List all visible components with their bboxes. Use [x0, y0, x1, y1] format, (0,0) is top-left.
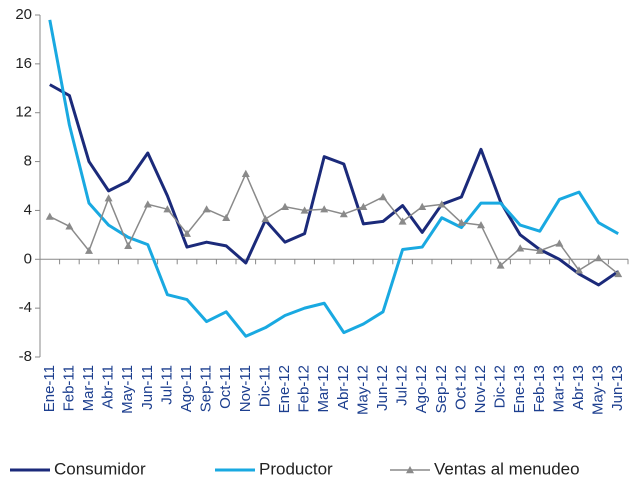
y-tick-label: 16 [15, 55, 32, 72]
point-marker [379, 192, 387, 201]
x-tick-label: Ene-11 [41, 365, 58, 412]
point-marker [65, 222, 74, 230]
point-marker [437, 200, 446, 208]
point-marker [300, 206, 309, 214]
y-tick-label: 12 [15, 104, 32, 121]
legend-marker [406, 466, 414, 474]
x-tick-label: Sep-12 [433, 365, 450, 413]
point-marker [202, 205, 211, 213]
x-tick-label: Jun-12 [374, 365, 391, 411]
point-marker [320, 205, 329, 213]
series-line [49, 83, 620, 287]
point-marker [241, 169, 250, 177]
point-marker [496, 261, 505, 269]
point-marker [281, 202, 289, 210]
point-marker [594, 254, 603, 262]
x-tick-label: Oct-12 [452, 365, 469, 410]
x-tick-label: Feb-11 [60, 365, 77, 411]
point-marker [124, 241, 133, 250]
x-tick-label: Ene-12 [276, 365, 293, 413]
x-tick-label: Dic-12 [492, 365, 509, 408]
point-marker [398, 217, 407, 225]
x-tick-label: Abr-11 [100, 365, 117, 409]
point-marker [163, 205, 172, 213]
point-marker [614, 269, 623, 278]
x-tick-label: May-12 [354, 365, 371, 415]
x-tick-label: Jul-11 [158, 365, 175, 405]
point-marker [261, 214, 270, 223]
x-tick-label: Ago-11 [178, 365, 195, 412]
x-tick-label: Mar-13 [550, 365, 567, 413]
series-line [49, 173, 619, 275]
point-marker [418, 202, 427, 210]
x-tick-label: Abr-12 [335, 365, 352, 410]
point-marker [555, 239, 564, 247]
x-tick-label: Jun-11 [139, 365, 156, 410]
x-tick-label: Nov-11 [237, 365, 254, 412]
y-tick-label: 20 [15, 6, 32, 23]
x-tick-label: Sep-11 [198, 365, 215, 412]
x-tick-label: Jun-13 [609, 365, 626, 411]
y-tick-label: -4 [19, 299, 32, 316]
point-marker [143, 200, 152, 208]
legend-label: Ventas al menudeo [434, 459, 580, 478]
x-tick-label: Nov-12 [472, 365, 489, 413]
x-tick-label: Abr-13 [570, 365, 587, 410]
point-marker [222, 213, 231, 221]
x-tick-label: Oct-11 [217, 365, 234, 409]
legend-label: Productor [259, 459, 333, 478]
x-tick-label: Ene-13 [511, 365, 528, 413]
point-marker [85, 246, 93, 254]
point-marker [575, 266, 583, 274]
x-tick-label: Jul-12 [394, 365, 411, 406]
series-line [48, 19, 619, 338]
x-tick-label: Mar-12 [315, 365, 332, 413]
legend-label: Consumidor [54, 459, 146, 478]
x-tick-label: Dic-11 [256, 365, 273, 407]
y-tick-label: 8 [24, 153, 32, 170]
point-marker [45, 212, 54, 220]
x-tick-label: May-11 [119, 365, 136, 414]
x-tick-label: Mar-11 [80, 365, 97, 411]
x-tick-label: May-13 [590, 365, 607, 415]
y-tick-label: -8 [19, 348, 32, 365]
point-marker [104, 194, 113, 202]
point-marker [477, 221, 485, 229]
point-marker [339, 210, 348, 218]
point-marker [359, 202, 368, 210]
y-tick-label: 4 [24, 201, 32, 218]
point-marker [457, 218, 466, 226]
point-marker [516, 244, 525, 252]
point-marker [183, 229, 191, 237]
x-tick-label: Ago-12 [413, 365, 430, 413]
point-marker [535, 246, 544, 254]
x-tick-label: Feb-12 [296, 365, 313, 413]
x-tick-label: Feb-13 [531, 365, 548, 413]
y-tick-label: 0 [24, 250, 32, 267]
